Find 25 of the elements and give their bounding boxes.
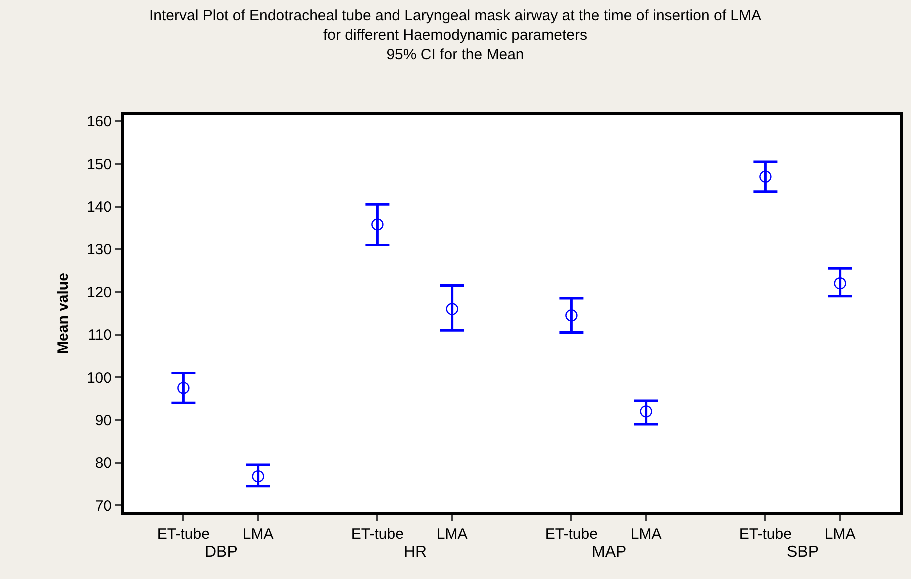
x-tick-label: LMA [436, 526, 468, 543]
y-tick-label: 100 [86, 370, 112, 387]
y-tick-label: 120 [86, 284, 112, 302]
x-tick-label: LMA [824, 526, 856, 543]
text: MAP [592, 544, 627, 561]
y-tick-label: 110 [88, 327, 112, 344]
text: HR [404, 544, 428, 561]
x-tick-label: ET-tube [739, 526, 792, 543]
x-tick-label: ET-tube [351, 526, 404, 543]
y-tick-label: 140 [86, 199, 112, 216]
y-tick-label: 80 [95, 455, 112, 472]
y-tick-label: 90 [95, 412, 112, 430]
y-tick-label: 160 [86, 114, 112, 131]
y-tick-label: 150 [86, 156, 112, 174]
chart-title: Interval Plot of Endotracheal tube and Laryngeal mask airway at the time of insertion of LMA for different Haemodynamic parameters [150, 7, 762, 44]
x-tick-label: LMA [242, 526, 274, 543]
text: SBP [787, 544, 820, 561]
text: DBP [205, 544, 238, 561]
y-axis-title: Mean value [55, 273, 72, 354]
x-tick-label: ET-tube [545, 526, 598, 543]
x-tick-label: ET-tube [157, 526, 210, 543]
chart-subtitle: 95% CI for the Mean [386, 46, 524, 64]
y-tick-label: 130 [86, 242, 112, 259]
x-tick-label: LMA [630, 526, 662, 543]
y-tick-label: 70 [95, 498, 112, 515]
